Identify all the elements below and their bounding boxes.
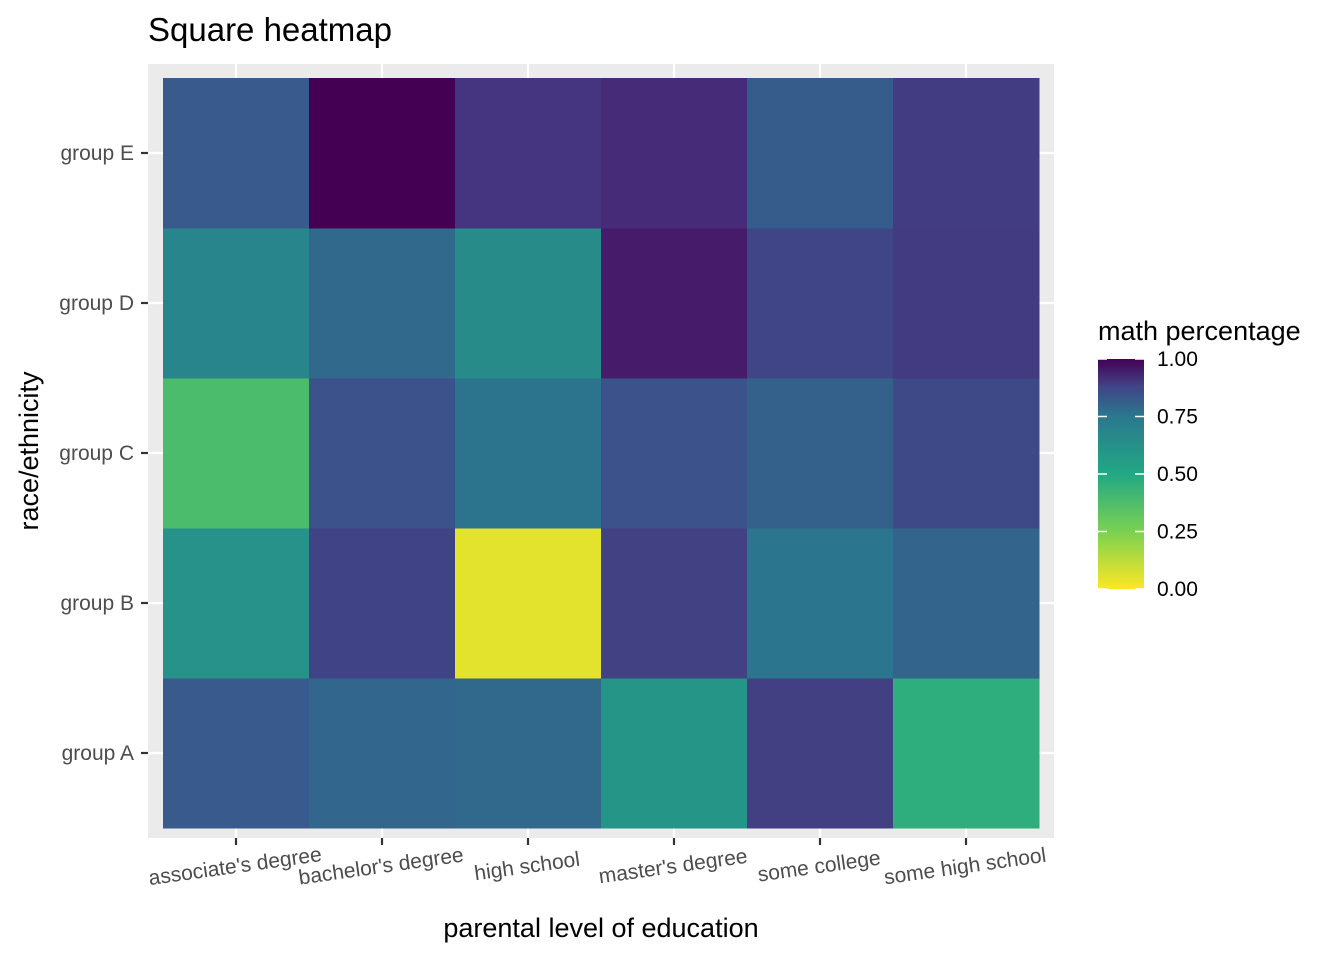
heatmap-cell (893, 528, 1040, 679)
legend-tick-label: 0.75 (1157, 406, 1198, 429)
y-tick-label: group E (60, 142, 134, 165)
heatmap-cell (163, 78, 310, 229)
heatmap-cell (309, 528, 456, 679)
heatmap-cell (309, 678, 456, 829)
heatmap-cell (455, 378, 602, 529)
heatmap-cell (601, 78, 748, 229)
heatmap-cell (601, 228, 748, 379)
legend: math percentage 0.00 0.25 0.50 0.75 1.00 (1098, 316, 1301, 601)
heatmap-cell (601, 678, 748, 829)
heatmap-cells (163, 78, 1040, 829)
heatmap-cell (309, 78, 456, 229)
y-axis-title: race/ethnicity (14, 371, 44, 531)
legend-tick-label: 0.25 (1157, 521, 1198, 544)
heatmap-cell (163, 678, 310, 829)
heatmap-cell (893, 228, 1040, 379)
heatmap-cell (747, 228, 894, 379)
y-tick-label: group C (59, 442, 134, 465)
heatmap-cell (455, 78, 602, 229)
x-tick-label: bachelor's degree (297, 844, 465, 890)
heatmap-cell (601, 528, 748, 679)
heatmap-cell (455, 528, 602, 679)
heatmap-cell (163, 228, 310, 379)
legend-ticks: 0.00 0.25 0.50 0.75 1.00 (1098, 348, 1198, 601)
heatmap-cell (747, 528, 894, 679)
heatmap-cell (747, 378, 894, 529)
chart-title: Square heatmap (148, 11, 392, 48)
heatmap-cell (893, 378, 1040, 529)
heatmap-cell (163, 378, 310, 529)
x-tick-label: some college (756, 847, 882, 887)
heatmap-cell (893, 78, 1040, 229)
x-tick-label: some high school (883, 844, 1048, 890)
heatmap-cell (893, 678, 1040, 829)
x-axis-title: parental level of education (443, 913, 758, 943)
heatmap-cell (455, 228, 602, 379)
legend-tick-label: 0.00 (1157, 578, 1198, 601)
x-tick-label: high school (473, 848, 581, 886)
y-tick-label: group D (59, 292, 134, 315)
heatmap-cell (601, 378, 748, 529)
x-tick-label: master's degree (597, 845, 749, 889)
legend-title: math percentage (1098, 316, 1301, 346)
y-tick-label: group A (62, 742, 134, 765)
heatmap-cell (309, 378, 456, 529)
heatmap-cell (747, 78, 894, 229)
heatmap-cell (309, 228, 456, 379)
heatmap-cell (747, 678, 894, 829)
heatmap-cell (455, 678, 602, 829)
heatmap-cell (163, 528, 310, 679)
y-tick-label: group B (60, 592, 134, 615)
legend-tick-label: 0.50 (1157, 463, 1198, 486)
legend-tick-label: 1.00 (1157, 348, 1198, 371)
y-axis: group A group B group C group D group E (59, 142, 148, 765)
